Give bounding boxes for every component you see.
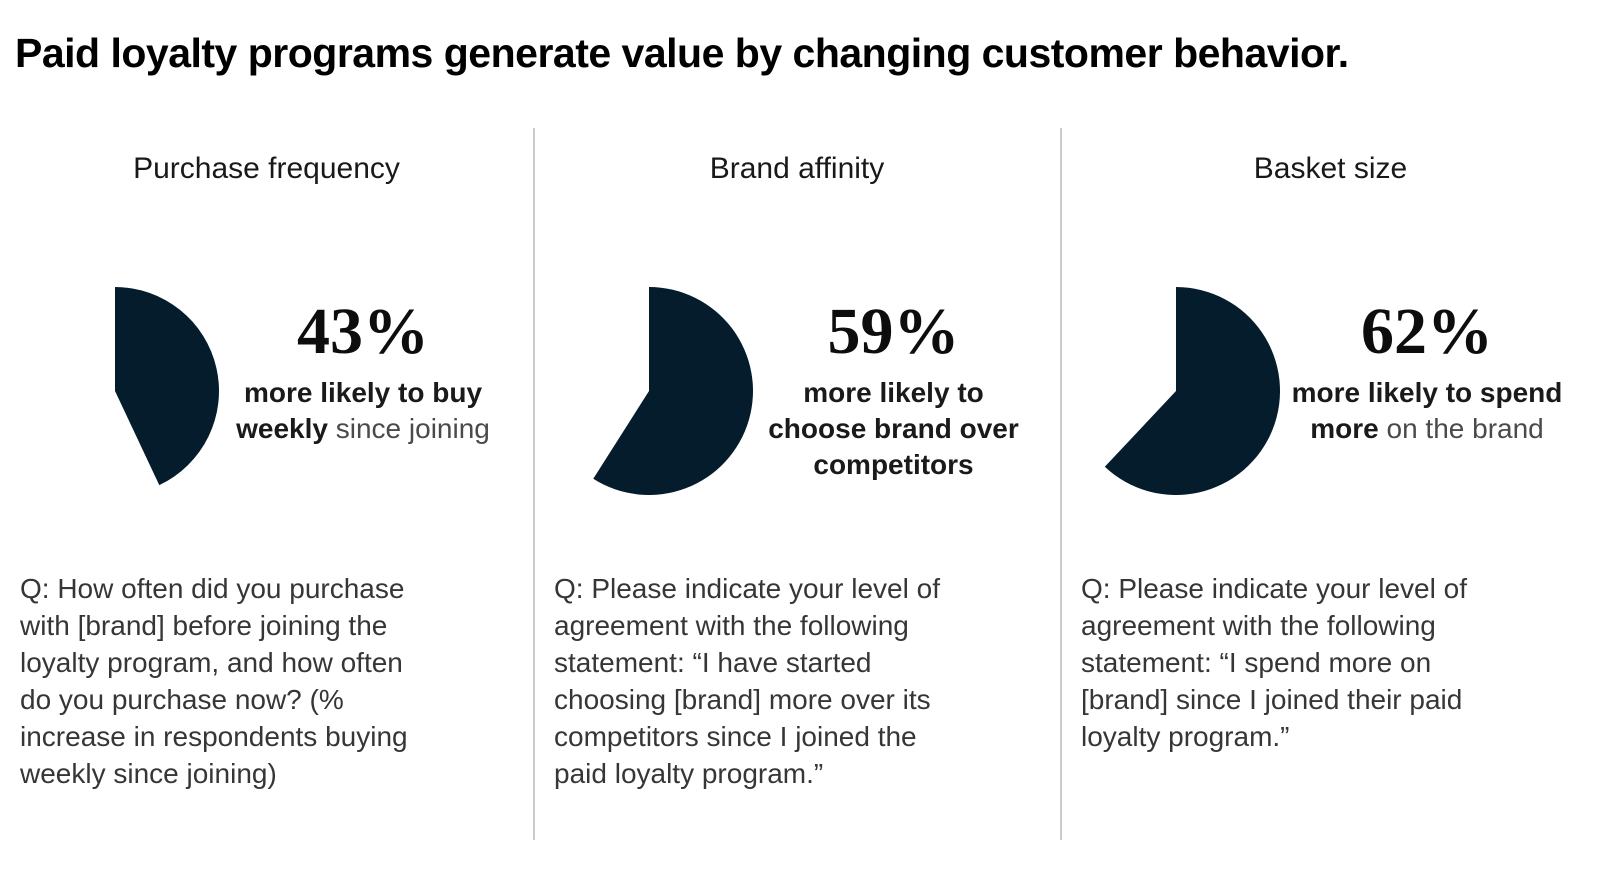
panel-basket-size: Basket size 62% more likely to spend more… [1061, 0, 1600, 890]
stat-value: 62% [1361, 295, 1493, 368]
stat-value: 43% [297, 295, 429, 368]
stat-caption-line: more likely to buy [205, 375, 521, 411]
panel-heading: Basket size [1253, 152, 1408, 185]
panel-brand-affinity: Brand affinity 59% more likely to choose … [534, 0, 1060, 890]
pie-chart [593, 287, 753, 495]
stat-caption-line: more on the brand [1266, 411, 1588, 447]
column-divider [533, 128, 535, 840]
stat-caption: more likely to buy weekly since joining [205, 375, 521, 447]
pie-slice [1104, 287, 1281, 495]
question-text: Q: How often did you purchase with [bran… [20, 573, 408, 789]
panel-purchase-frequency: Purchase frequency 43% more likely to bu… [0, 0, 533, 890]
stat-block: 62% more likely to spend more on the bran… [1266, 295, 1588, 447]
stat-block: 43% more likely to buy weekly since joini… [205, 295, 521, 447]
stat-block: 59% more likely to choose brand over compe… [739, 295, 1048, 483]
panel-heading: Brand affinity [709, 152, 885, 185]
caption-emphasis: competitors [813, 449, 974, 480]
caption-regular: since joining [327, 413, 490, 444]
page-title: Paid loyalty programs generate value by … [15, 30, 1349, 76]
caption-emphasis: choose brand over [768, 413, 1019, 444]
stat-caption-line: more likely to [739, 375, 1048, 411]
stat-caption: more likely to spend more on the brand [1266, 375, 1588, 447]
stat-caption-line: competitors [739, 447, 1048, 483]
caption-emphasis: more likely to [803, 377, 984, 408]
pie-chart [115, 287, 219, 486]
pie-chart [1104, 287, 1281, 495]
question-text: Q: Please indicate your level of agreeme… [554, 573, 940, 789]
stat-caption-line: more likely to spend [1266, 375, 1588, 411]
stat-caption: more likely to choose brand over competito… [739, 375, 1048, 483]
caption-emphasis: more likely to spend [1291, 377, 1563, 408]
column-divider [1060, 128, 1062, 840]
pie-slice [115, 287, 219, 486]
caption-emphasis: more likely to buy [243, 377, 483, 408]
stat-value: 59% [827, 295, 960, 368]
panel-heading: Purchase frequency [133, 152, 400, 185]
caption-regular: on the brand [1378, 413, 1544, 444]
pie-slice [593, 287, 753, 495]
question-text: Q: Please indicate your level of agreeme… [1081, 573, 1467, 752]
caption-emphasis: more [1310, 413, 1379, 444]
stat-caption-line: weekly since joining [205, 411, 521, 447]
caption-emphasis: weekly [236, 413, 328, 444]
stat-caption-line: choose brand over [739, 411, 1048, 447]
